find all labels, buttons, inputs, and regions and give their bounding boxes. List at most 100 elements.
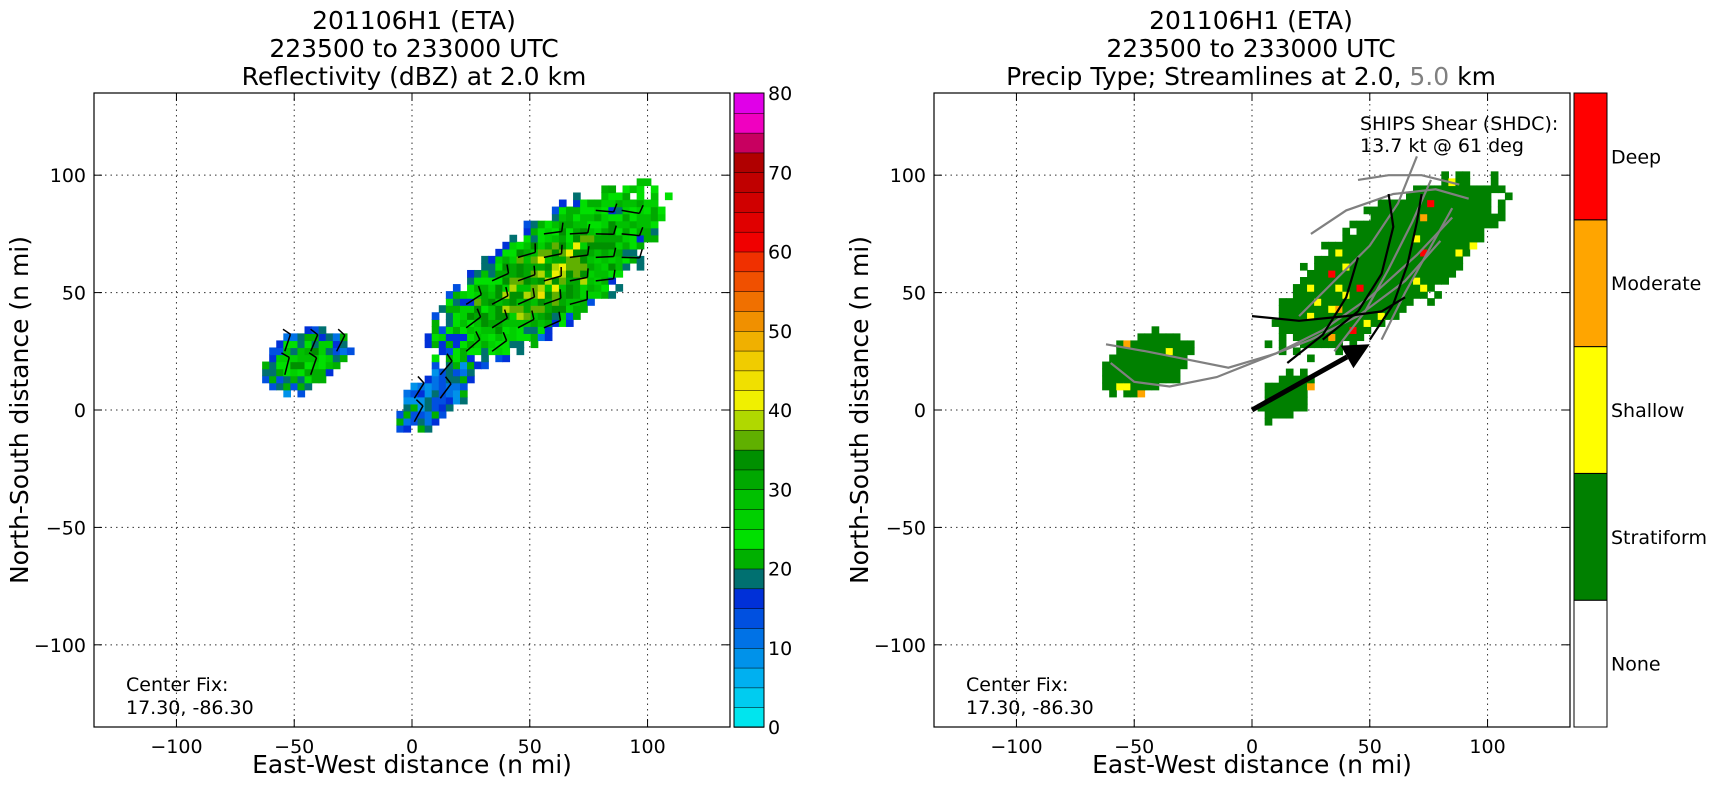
reflectivity-cell — [488, 340, 496, 348]
reflectivity-cell — [276, 369, 284, 377]
reflectivity-cell — [509, 340, 517, 348]
reflectivity-cell — [509, 284, 517, 292]
colorbar-segment — [734, 529, 764, 549]
precip-type-cell — [1498, 200, 1506, 208]
reflectivity-cell — [615, 192, 623, 200]
precip-type-cell — [1470, 214, 1478, 222]
reflectivity-cell — [290, 383, 298, 391]
reflectivity-cell — [587, 200, 595, 208]
precip-type-cell — [1357, 333, 1365, 341]
reflectivity-cell — [488, 333, 496, 341]
precip-type-cell — [1441, 249, 1449, 257]
reflectivity-cell — [312, 376, 320, 384]
right-title-part-3: km — [1449, 62, 1496, 91]
reflectivity-cell — [623, 235, 631, 243]
reflectivity-cell — [566, 284, 574, 292]
reflectivity-cell — [538, 235, 546, 243]
reflectivity-cell — [587, 214, 595, 222]
precip-type-cell — [1286, 305, 1294, 313]
precip-type-cell — [1463, 207, 1471, 215]
precip-type-cell — [1378, 207, 1386, 215]
right-title-line-3: Precip Type; Streamlines at 2.0, 5.0 km — [1006, 62, 1496, 91]
reflectivity-cell — [403, 390, 411, 398]
reflectivity-cell — [453, 298, 461, 306]
reflectivity-cell — [601, 192, 609, 200]
reflectivity-cell — [538, 312, 546, 320]
reflectivity-cell — [651, 235, 659, 243]
reflectivity-cell — [460, 312, 468, 320]
precip-type-cell — [1321, 298, 1329, 306]
reflectivity-cell — [517, 326, 525, 334]
precip-type-cell — [1109, 376, 1117, 384]
colorbar-segment — [734, 331, 764, 351]
reflectivity-cell — [488, 298, 496, 306]
right-ytick-label: −100 — [874, 635, 926, 657]
reflectivity-cell — [601, 249, 609, 257]
precip-type-cell — [1321, 242, 1329, 250]
precip-type-cell — [1152, 326, 1160, 334]
colorbar-segment — [734, 509, 764, 529]
reflectivity-cell — [432, 404, 440, 412]
precip-type-cell — [1159, 362, 1167, 370]
reflectivity-cell — [432, 333, 440, 341]
reflectivity-cell — [637, 242, 645, 250]
reflectivity-cell — [509, 312, 517, 320]
reflectivity-cell — [502, 249, 510, 257]
right-title-part-2: 5.0 — [1409, 62, 1449, 91]
precip-type-cell — [1307, 383, 1315, 391]
precip-type-cell — [1448, 200, 1456, 208]
precip-type-cell — [1116, 376, 1124, 384]
reflectivity-cell — [552, 291, 560, 299]
reflectivity-cell — [509, 298, 517, 306]
reflectivity-cell — [601, 235, 609, 243]
precip-type-cell — [1137, 369, 1145, 377]
precip-type-cell — [1434, 263, 1442, 271]
reflectivity-cell — [439, 376, 447, 384]
precip-type-cell — [1463, 221, 1471, 229]
precip-type-cell — [1173, 340, 1181, 348]
reflectivity-cell — [439, 305, 447, 313]
reflectivity-cell — [559, 207, 567, 215]
reflectivity-cell — [446, 305, 454, 313]
reflectivity-cell — [587, 284, 595, 292]
reflectivity-cell — [644, 207, 652, 215]
reflectivity-cell — [326, 333, 334, 341]
reflectivity-cell — [637, 214, 645, 222]
reflectivity-cell — [439, 326, 447, 334]
precip-type-cell — [1441, 277, 1449, 285]
precip-type-cell — [1364, 207, 1372, 215]
precip-type-cell — [1130, 340, 1138, 348]
colorbar-segment — [734, 628, 764, 648]
reflectivity-cell — [418, 397, 426, 405]
precip-type-cell — [1286, 376, 1294, 384]
reflectivity-cell — [396, 418, 404, 426]
reflectivity-cell — [509, 270, 517, 278]
precip-type-cell — [1166, 347, 1174, 355]
left-xtick-label: −100 — [150, 736, 202, 758]
precip-type-cell — [1130, 390, 1138, 398]
precip-type-cell — [1420, 214, 1428, 222]
precip-type-cell — [1371, 270, 1379, 278]
precip-type-cell — [1420, 284, 1428, 292]
colorbar-segment — [734, 252, 764, 272]
reflectivity-cell — [637, 178, 645, 186]
precip-type-cell — [1371, 249, 1379, 257]
reflectivity-cell — [630, 200, 638, 208]
reflectivity-cell — [495, 263, 503, 271]
precip-type-cell — [1406, 291, 1414, 299]
reflectivity-cell — [305, 340, 313, 348]
reflectivity-cell — [573, 235, 581, 243]
reflectivity-cell — [531, 326, 539, 334]
precip-type-cell — [1463, 242, 1471, 250]
precip-type-cell — [1307, 355, 1315, 363]
reflectivity-cell — [651, 228, 659, 236]
precip-type-cell — [1455, 214, 1463, 222]
colorbar-tick-label: 50 — [768, 321, 792, 343]
precip-type-cell — [1286, 404, 1294, 412]
reflectivity-cell — [326, 340, 334, 348]
reflectivity-cell — [665, 192, 673, 200]
reflectivity-cell — [439, 333, 447, 341]
shear-label-line-1: SHIPS Shear (SHDC): — [1360, 113, 1558, 135]
precip-type-cell — [1293, 390, 1301, 398]
precip-type-cell — [1328, 256, 1336, 264]
